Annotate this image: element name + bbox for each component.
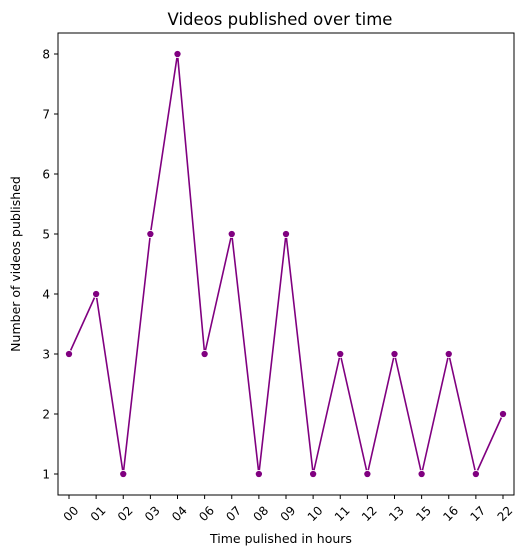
x-axis: 00 01 02 03 04 06 07 08 09 10 11 12 13 15 16 17 22 xyxy=(61,495,516,524)
series-line-group xyxy=(68,53,504,475)
y-tick-label: 8 xyxy=(42,48,50,62)
y-axis: 1 2 3 4 5 6 7 8 xyxy=(42,48,58,482)
data-point xyxy=(281,229,291,239)
data-point xyxy=(92,289,101,299)
x-tick-label: 15 xyxy=(413,503,434,524)
x-tick-label: 03 xyxy=(142,503,163,524)
data-point xyxy=(498,409,508,419)
data-point xyxy=(471,469,480,479)
series-points-group xyxy=(64,49,508,479)
data-point xyxy=(146,229,155,239)
plot-area xyxy=(57,32,515,496)
series-line xyxy=(68,53,504,475)
chart-title: Videos published over time xyxy=(168,10,393,29)
y-tick-label: 4 xyxy=(42,288,50,302)
data-point xyxy=(363,469,372,479)
y-axis-label: Number of videos published xyxy=(8,176,23,352)
y-tick-label: 3 xyxy=(42,348,50,362)
x-tick-label: 12 xyxy=(359,503,380,524)
x-tick-label: 11 xyxy=(332,503,353,524)
y-tick-label: 6 xyxy=(42,168,50,182)
x-tick-label: 02 xyxy=(115,503,136,524)
x-axis-label: Time pulished in hours xyxy=(209,531,352,546)
x-tick-label: 16 xyxy=(440,503,461,524)
data-point xyxy=(227,229,236,239)
x-tick-label: 00 xyxy=(61,503,82,524)
x-tick-label: 22 xyxy=(495,503,516,524)
x-tick-label: 01 xyxy=(88,503,109,524)
x-tick-label: 09 xyxy=(278,503,299,524)
x-tick-label: 13 xyxy=(386,503,407,524)
x-tick-label: 10 xyxy=(305,503,326,524)
data-point xyxy=(309,469,318,479)
y-tick-label: 2 xyxy=(42,408,50,422)
y-tick-label: 1 xyxy=(42,468,50,482)
data-point xyxy=(200,349,209,359)
data-point xyxy=(173,49,182,59)
x-tick-label: 06 xyxy=(196,503,217,524)
data-point xyxy=(64,349,74,359)
y-tick-label: 5 xyxy=(42,228,50,242)
data-point xyxy=(390,349,399,359)
x-tick-label: 04 xyxy=(169,503,190,524)
data-point xyxy=(336,349,345,359)
data-point xyxy=(119,469,128,479)
x-tick-label: 07 xyxy=(223,503,244,524)
data-point xyxy=(444,349,453,359)
data-point xyxy=(254,469,263,479)
y-tick-label: 7 xyxy=(42,108,50,122)
data-point xyxy=(417,469,426,479)
x-tick-label: 08 xyxy=(251,503,272,524)
x-tick-label: 17 xyxy=(468,503,489,524)
